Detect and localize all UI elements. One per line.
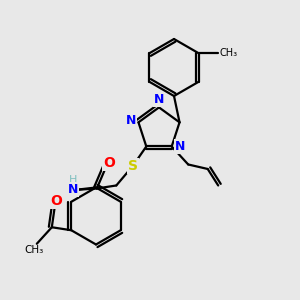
Text: N: N bbox=[175, 140, 185, 153]
Text: N: N bbox=[68, 184, 78, 196]
Text: S: S bbox=[128, 159, 138, 173]
Text: N: N bbox=[154, 93, 164, 106]
Text: CH₃: CH₃ bbox=[220, 48, 238, 58]
Text: N: N bbox=[126, 114, 136, 127]
Text: CH₃: CH₃ bbox=[24, 245, 44, 255]
Text: O: O bbox=[50, 194, 62, 208]
Text: H: H bbox=[69, 176, 77, 185]
Text: O: O bbox=[103, 156, 115, 170]
